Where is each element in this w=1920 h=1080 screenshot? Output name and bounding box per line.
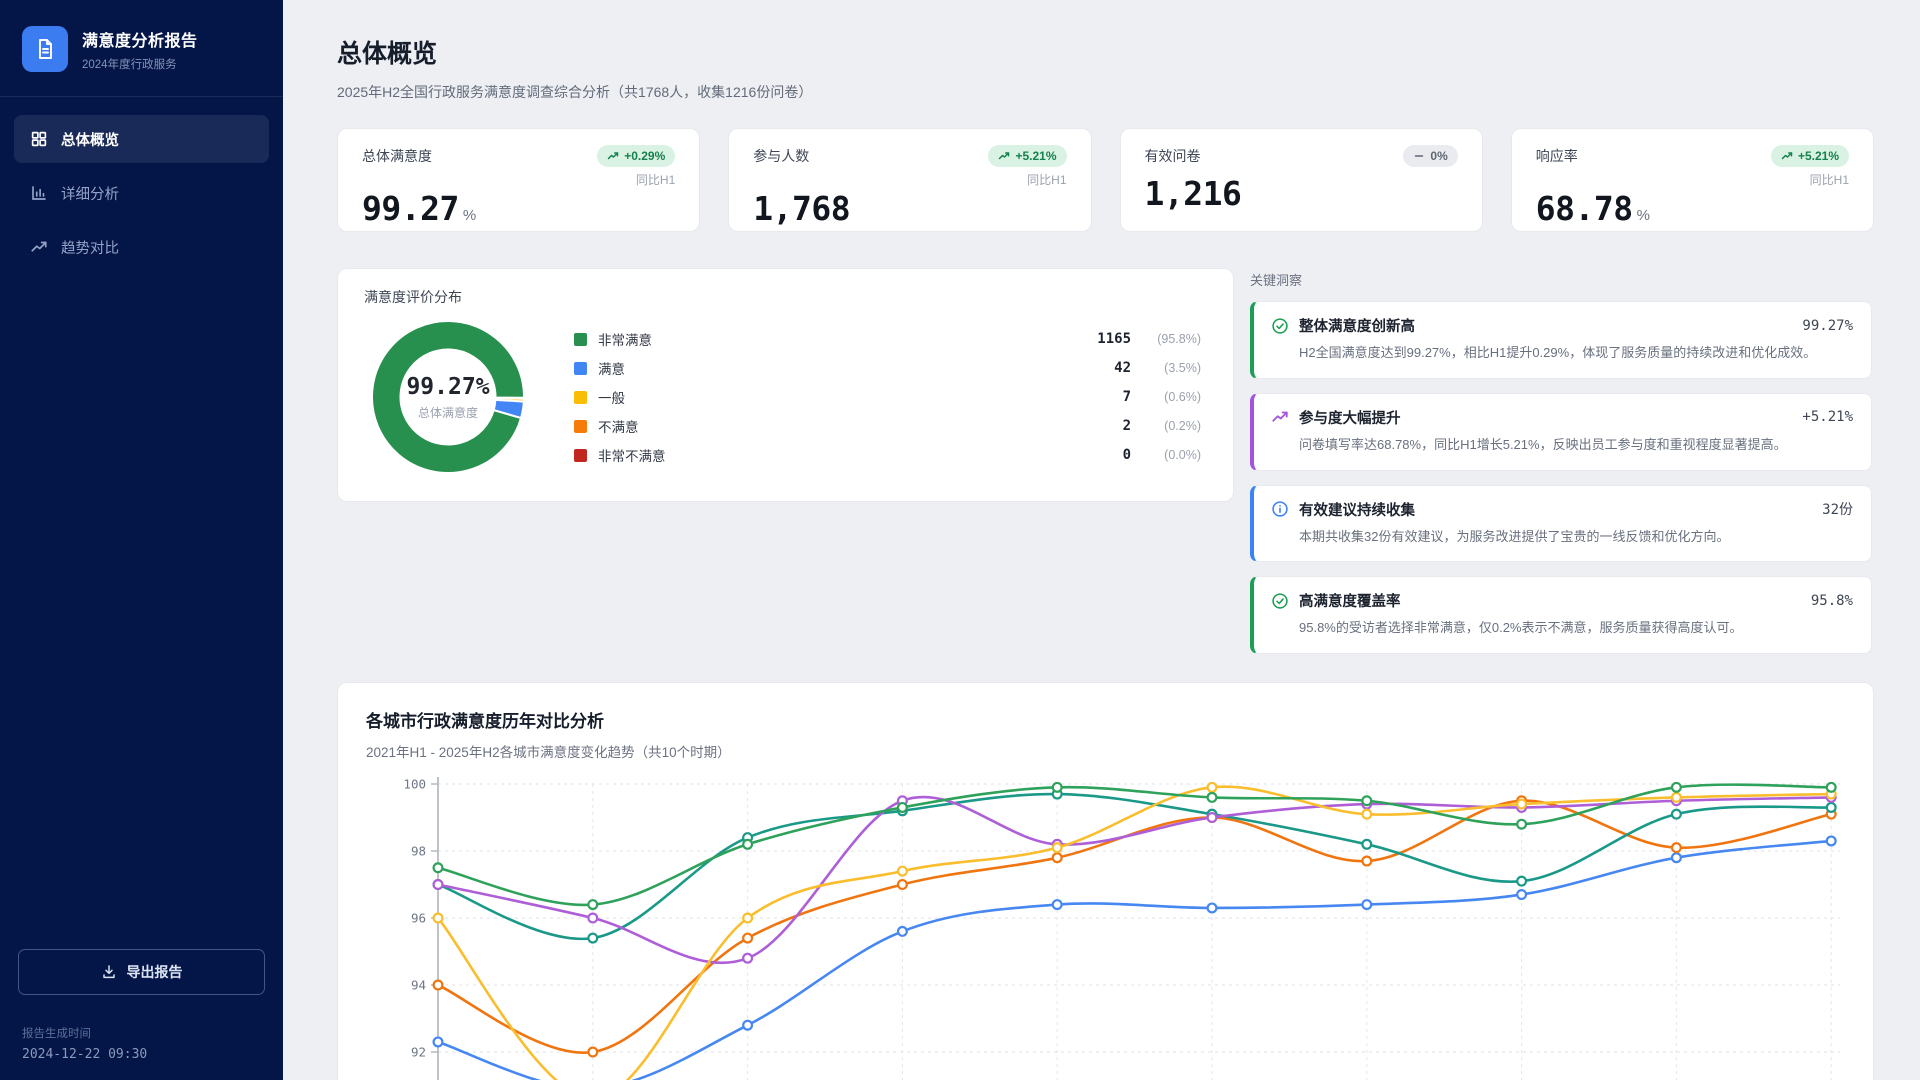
info-circle-icon: [1272, 501, 1288, 517]
trend-up-icon: [1272, 411, 1288, 422]
export-report-label: 导出报告: [126, 964, 183, 980]
insights-heading: 关键洞察: [1250, 273, 1303, 288]
satisfaction-donut-chart[interactable]: 99.27% 总体满意度: [368, 317, 528, 477]
kpi-unit: %: [1636, 207, 1650, 224]
kpi-value: 1,768: [753, 189, 851, 228]
kpi-compare-note: 同比H1: [635, 173, 676, 187]
kpi-unit: %: [462, 207, 477, 224]
trend-chart-title: 各城市行政满意度历年对比分析: [366, 712, 604, 732]
app-logo: [22, 26, 68, 72]
check-circle-icon: [1272, 593, 1288, 609]
grid-icon: [31, 131, 47, 147]
trend-up-icon: [607, 152, 619, 160]
export-report-button[interactable]: 导出报告: [18, 949, 265, 995]
kpi-value: 68.78: [1535, 189, 1633, 228]
sidebar-item-detail[interactable]: 详细分析: [14, 169, 269, 217]
trend-up-icon: [1781, 152, 1793, 160]
generated-time-label: 报告生成时间: [22, 1028, 91, 1040]
svg-text:94: 94: [411, 978, 426, 993]
report-generated-footer: 报告生成时间 2024-12-22 09:30: [0, 1025, 283, 1080]
svg-text:98: 98: [411, 844, 426, 859]
page-subtitle: 2025年H2全国行政服务满意度调查综合分析（共1768人，收集1216份问卷）: [337, 84, 813, 100]
svg-text:96: 96: [411, 911, 426, 926]
sidebar-item-overview[interactable]: 总体概览: [14, 115, 269, 163]
kpi-compare-note: [1145, 171, 1458, 172]
legend-item-unsatisfied[interactable]: 不满意 2 (0.2%): [574, 415, 1201, 437]
donut-legend: 非常满意 1165 (95.8%) 满意 42 (3.5%) 一般 7: [574, 328, 1207, 466]
trend-up-icon: [999, 152, 1010, 160]
kpi-badge: +5.21%: [988, 145, 1067, 167]
legend-swatch: [574, 448, 587, 462]
sidebar-header: 满意度分析报告 2024年度行政服务: [0, 0, 283, 97]
app-subtitle: 2024年度行政服务: [82, 58, 177, 71]
legend-item-very-satisfied[interactable]: 非常满意 1165 (95.8%): [574, 328, 1201, 350]
kpi-card-valid-surveys: 有效问卷 0% 1,216: [1119, 128, 1483, 232]
legend-swatch: [574, 390, 587, 404]
minus-icon: [1415, 155, 1424, 157]
legend-swatch: [574, 361, 587, 375]
kpi-label: 有效问卷: [1144, 148, 1201, 164]
kpi-label: 总体满意度: [362, 148, 432, 164]
kpi-value: 99.27: [362, 189, 459, 228]
bar-chart-icon: [32, 186, 46, 200]
kpi-badge: 0%: [1403, 145, 1458, 167]
legend-swatch: [574, 419, 587, 433]
legend-item-satisfied[interactable]: 满意 42 (3.5%): [574, 357, 1201, 379]
distribution-card-title: 满意度评价分布: [364, 289, 462, 305]
page-title: 总体概览: [337, 40, 438, 68]
check-circle-icon: [1272, 317, 1288, 334]
kpi-compare-note: 同比H1: [1027, 173, 1067, 187]
kpi-compare-note: 同比H1: [1809, 173, 1849, 187]
kpi-badge: +0.29%: [597, 145, 676, 167]
sidebar: 满意度分析报告 2024年度行政服务 总体概览 详细分析 趋势对比: [0, 0, 283, 1080]
document-icon: [39, 39, 52, 59]
legend-swatch: [574, 332, 587, 346]
main-content: 总体概览 2025年H2全国行政服务满意度调查综合分析（共1768人，收集121…: [283, 0, 1920, 1080]
kpi-card-participants: 参与人数 +5.21% 同比H1 1,768: [728, 128, 1092, 232]
legend-item-neutral[interactable]: 一般 7 (0.6%): [574, 386, 1201, 408]
kpi-label: 响应率: [1535, 148, 1578, 164]
sidebar-item-label: 总体概览: [61, 132, 119, 149]
kpi-card-response-rate: 响应率 +5.21% 同比H1 68.78 %: [1510, 128, 1874, 232]
sidebar-item-trend[interactable]: 趋势对比: [14, 223, 269, 271]
generated-time-value: 2024-12-22 09:30: [22, 1047, 148, 1062]
insight-card-participation: 参与度大幅提升 +5.21% 问卷填写率达68.78%，同比H1增长5.21%，…: [1250, 392, 1872, 471]
kpi-card-satisfaction: 总体满意度 +0.29% 同比H1 99.27 %: [337, 128, 701, 232]
trend-chart-subtitle: 2021年H1 - 2025年H2各城市满意度变化趋势（共10个时期）: [366, 745, 731, 761]
sidebar-nav: 总体概览 详细分析 趋势对比: [14, 115, 269, 271]
legend-item-very-unsatisfied[interactable]: 非常不满意 0 (0.0%): [574, 444, 1201, 466]
kpi-badge: +5.21%: [1770, 145, 1849, 167]
svg-text:100: 100: [403, 777, 426, 792]
trend-line-chart[interactable]: 92 94 96 98 100: [366, 773, 1845, 1080]
insight-card-suggestions: 有效建议持续收集 32份 本期共收集32份有效建议，为服务改进提供了宝贵的一线反…: [1250, 484, 1872, 563]
download-icon: [102, 965, 115, 979]
kpi-label: 参与人数: [753, 148, 810, 164]
sidebar-item-label: 趋势对比: [61, 240, 119, 257]
key-insights-panel: 关键洞察 整体满意度创新高 99.27% H2全国满意度达到99.27%，相比H…: [1250, 268, 1872, 655]
insight-card-coverage: 高满意度覆盖率 95.8% 95.8%的受访者选择非常满意，仅0.2%表示不满意…: [1250, 576, 1872, 655]
satisfaction-distribution-card: 满意度评价分布 99.27% 总体满意度 非常满意 1165 (95.8%): [337, 268, 1234, 502]
insight-card-record-high: 整体满意度创新高 99.27% H2全国满意度达到99.27%，相比H1提升0.…: [1250, 301, 1872, 379]
trend-icon: [31, 241, 47, 252]
app-title: 满意度分析报告: [82, 32, 198, 50]
kpi-row: 总体满意度 +0.29% 同比H1 99.27 % 参与人数 +5.21% 同比: [337, 128, 1874, 232]
city-trend-chart-card: 各城市行政满意度历年对比分析 2021年H1 - 2025年H2各城市满意度变化…: [337, 682, 1874, 1080]
sidebar-item-label: 详细分析: [61, 186, 119, 203]
kpi-value: 1,216: [1144, 174, 1242, 213]
svg-text:92: 92: [411, 1045, 426, 1060]
